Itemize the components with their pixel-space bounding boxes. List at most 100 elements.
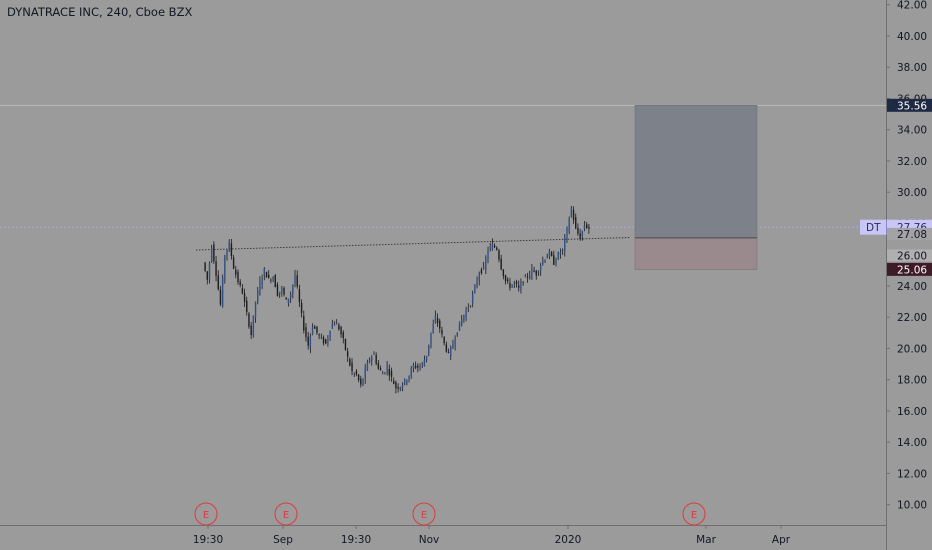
candle [478, 271, 480, 286]
y-tick-label: 18.00 [897, 375, 927, 387]
candle [307, 331, 309, 350]
candle [357, 374, 360, 383]
candle [309, 333, 312, 354]
x-tick-label: Apr [772, 534, 791, 546]
earnings-marker[interactable]: E [682, 502, 706, 526]
earnings-marker[interactable]: E [194, 502, 218, 526]
candle [502, 269, 505, 280]
candle [274, 274, 276, 288]
candle [572, 206, 575, 224]
candle [531, 264, 533, 280]
candle [276, 282, 279, 297]
candle [467, 303, 469, 313]
candle [371, 355, 373, 366]
position-loss-zone[interactable] [634, 237, 758, 270]
stop-price-tag: 25.06 [887, 262, 932, 276]
candle [355, 369, 358, 377]
candle [452, 339, 454, 350]
earnings-marker[interactable]: E [412, 502, 436, 526]
earnings-marker[interactable]: E [274, 502, 298, 526]
candle [257, 286, 259, 305]
candle [382, 371, 384, 375]
neckline-trendline[interactable] [195, 237, 631, 251]
candle [548, 248, 551, 260]
candle [208, 261, 211, 284]
candle [281, 285, 283, 297]
candle [550, 251, 553, 257]
candle [537, 270, 540, 276]
candle [263, 267, 266, 281]
candle [362, 378, 364, 387]
x-tick-label: Mar [696, 534, 716, 546]
candle [335, 319, 338, 325]
candle [487, 246, 489, 264]
candle [496, 246, 498, 251]
candle [322, 335, 325, 346]
time-axis[interactable] [0, 525, 886, 550]
earnings-marker-label: E [421, 510, 427, 521]
candle [430, 332, 432, 349]
candle [423, 355, 426, 367]
candle [588, 224, 590, 234]
candle [445, 341, 448, 353]
candle [340, 325, 342, 338]
candle [294, 270, 296, 288]
y-tick-label: 38.00 [897, 62, 927, 74]
earnings-marker-label: E [283, 510, 289, 521]
candle [434, 310, 437, 324]
candle [491, 238, 494, 251]
candle [373, 351, 375, 355]
candle [507, 277, 509, 284]
candle [410, 366, 412, 379]
candle [493, 243, 496, 249]
candle [289, 291, 292, 303]
candle [535, 269, 537, 280]
candle [559, 248, 562, 259]
candle [228, 239, 230, 252]
candle [417, 363, 419, 373]
candle [298, 284, 301, 308]
candle [287, 298, 290, 307]
y-tick-label: 22.00 [897, 312, 927, 324]
candle [522, 281, 524, 286]
candle [204, 261, 206, 273]
candle [557, 251, 559, 260]
candle [349, 357, 351, 367]
candle [443, 336, 445, 346]
candle [360, 375, 362, 388]
candle [252, 315, 255, 338]
candle [509, 277, 511, 291]
candle [528, 270, 531, 280]
candle [296, 270, 298, 289]
candle [346, 348, 349, 362]
candle [482, 261, 485, 270]
candle [261, 274, 263, 290]
candle [254, 301, 257, 323]
candle [364, 363, 366, 384]
candle [480, 267, 483, 275]
y-tick-label: 42.00 [897, 0, 927, 12]
candle [292, 284, 294, 299]
candle [232, 254, 235, 270]
candle [221, 274, 224, 308]
candle [511, 284, 513, 288]
svg-text:DT: DT [866, 222, 881, 234]
candle [403, 378, 406, 386]
candle [471, 290, 474, 308]
position-profit-zone[interactable] [634, 105, 758, 239]
candle [243, 288, 246, 307]
candle [379, 365, 382, 371]
svg-text:26.00: 26.00 [897, 250, 927, 262]
candle [311, 323, 314, 336]
candle [270, 278, 272, 284]
candle [425, 355, 428, 363]
candle [206, 270, 208, 285]
candle [300, 299, 303, 318]
candle [577, 223, 579, 236]
candle [265, 271, 268, 278]
candle [439, 318, 441, 333]
candle [217, 270, 219, 291]
